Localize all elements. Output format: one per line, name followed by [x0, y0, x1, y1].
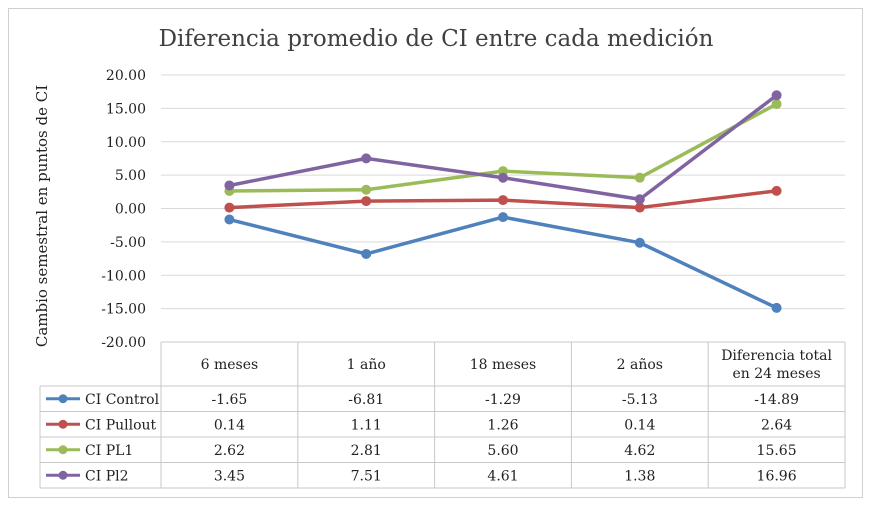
table-cell-value: 7.51 — [351, 468, 382, 484]
table-cell-value: -1.65 — [211, 392, 247, 408]
data-point — [634, 237, 645, 248]
table-cell-value: 1.11 — [351, 417, 382, 433]
table-cell-value: 2.62 — [214, 443, 245, 459]
table-cell-value: 3.45 — [214, 468, 245, 484]
table-cell-value: 0.14 — [624, 417, 655, 433]
data-point — [771, 99, 782, 110]
table-header-category: Diferencia total — [721, 348, 832, 364]
table-header-category: 1 año — [347, 357, 386, 373]
y-axis-ticks: 20.00 15.00 10.00 5.00 0.00 -5.00 -10.00 -15.00… — [101, 68, 146, 351]
table-cell-value: 1.26 — [487, 417, 518, 433]
table-cell-value: 2.64 — [761, 417, 792, 433]
chart-frame — [8, 8, 863, 498]
series-line — [228, 215, 778, 310]
legend-key-marker — [58, 445, 68, 455]
legend-series-name: CI Pullout — [85, 417, 157, 433]
legend-series-name: CI Pl2 — [85, 468, 129, 484]
data-point — [771, 185, 782, 196]
y-tick-label: 20.00 — [106, 68, 146, 84]
chart-title: Diferencia promedio de CI entre cada med… — [159, 26, 714, 52]
data-table: 6 meses 1 año 18 meses 2 años Diferencia tot… — [39, 341, 846, 489]
table-header-category: 6 meses — [201, 357, 259, 373]
legend-key-marker — [58, 419, 68, 429]
data-point — [361, 248, 372, 259]
table-header-category: 2 años — [617, 357, 663, 373]
data-point — [224, 180, 235, 191]
table-cell-value: 15.65 — [757, 443, 797, 459]
table-header-category: 18 meses — [470, 357, 536, 373]
table-cell-value: 4.61 — [487, 468, 518, 484]
data-point — [634, 172, 645, 183]
table-cell-value: 16.96 — [757, 468, 797, 484]
data-point — [224, 202, 235, 213]
table-cell-value: -14.89 — [754, 392, 799, 408]
data-point — [634, 202, 645, 213]
table-header-category: en 24 meses — [732, 366, 820, 382]
table-cell-value: -6.81 — [348, 392, 384, 408]
data-point — [771, 302, 782, 313]
data-point — [498, 195, 508, 206]
y-tick-label: 15.00 — [106, 101, 146, 117]
table-cell-value: 2.81 — [351, 443, 382, 459]
data-point — [498, 172, 508, 183]
table-cell-value: -5.13 — [622, 392, 658, 408]
y-axis-label: Cambio semestral en puntos de CI — [33, 85, 51, 347]
y-tick-label: -15.00 — [101, 302, 146, 318]
table-cell-value: -1.29 — [485, 392, 521, 408]
y-tick-label: -5.00 — [110, 235, 146, 251]
table-cell-value: 4.62 — [624, 443, 655, 459]
gridlines — [161, 74, 845, 343]
legend-key-marker — [58, 470, 68, 480]
data-point — [361, 184, 372, 195]
data-point — [771, 90, 782, 101]
y-tick-label: -10.00 — [101, 268, 146, 284]
data-point — [361, 153, 372, 164]
table-cell-value: 0.14 — [214, 417, 245, 433]
y-tick-label: 10.00 — [106, 135, 146, 151]
y-tick-label: 5.00 — [115, 168, 146, 184]
table-cell-value: 1.38 — [624, 468, 655, 484]
y-tick-label: -20.00 — [101, 335, 146, 351]
data-point — [498, 212, 508, 223]
data-point — [634, 194, 645, 205]
table-cell-value: 5.60 — [487, 443, 518, 459]
y-tick-label: 0.00 — [115, 202, 146, 218]
legend-key-marker — [58, 394, 68, 404]
data-point — [224, 214, 235, 225]
legend-series-name: CI Control — [85, 392, 160, 408]
series-lines — [224, 90, 782, 313]
legend-series-name: CI PL1 — [85, 443, 133, 459]
data-point — [361, 196, 372, 207]
